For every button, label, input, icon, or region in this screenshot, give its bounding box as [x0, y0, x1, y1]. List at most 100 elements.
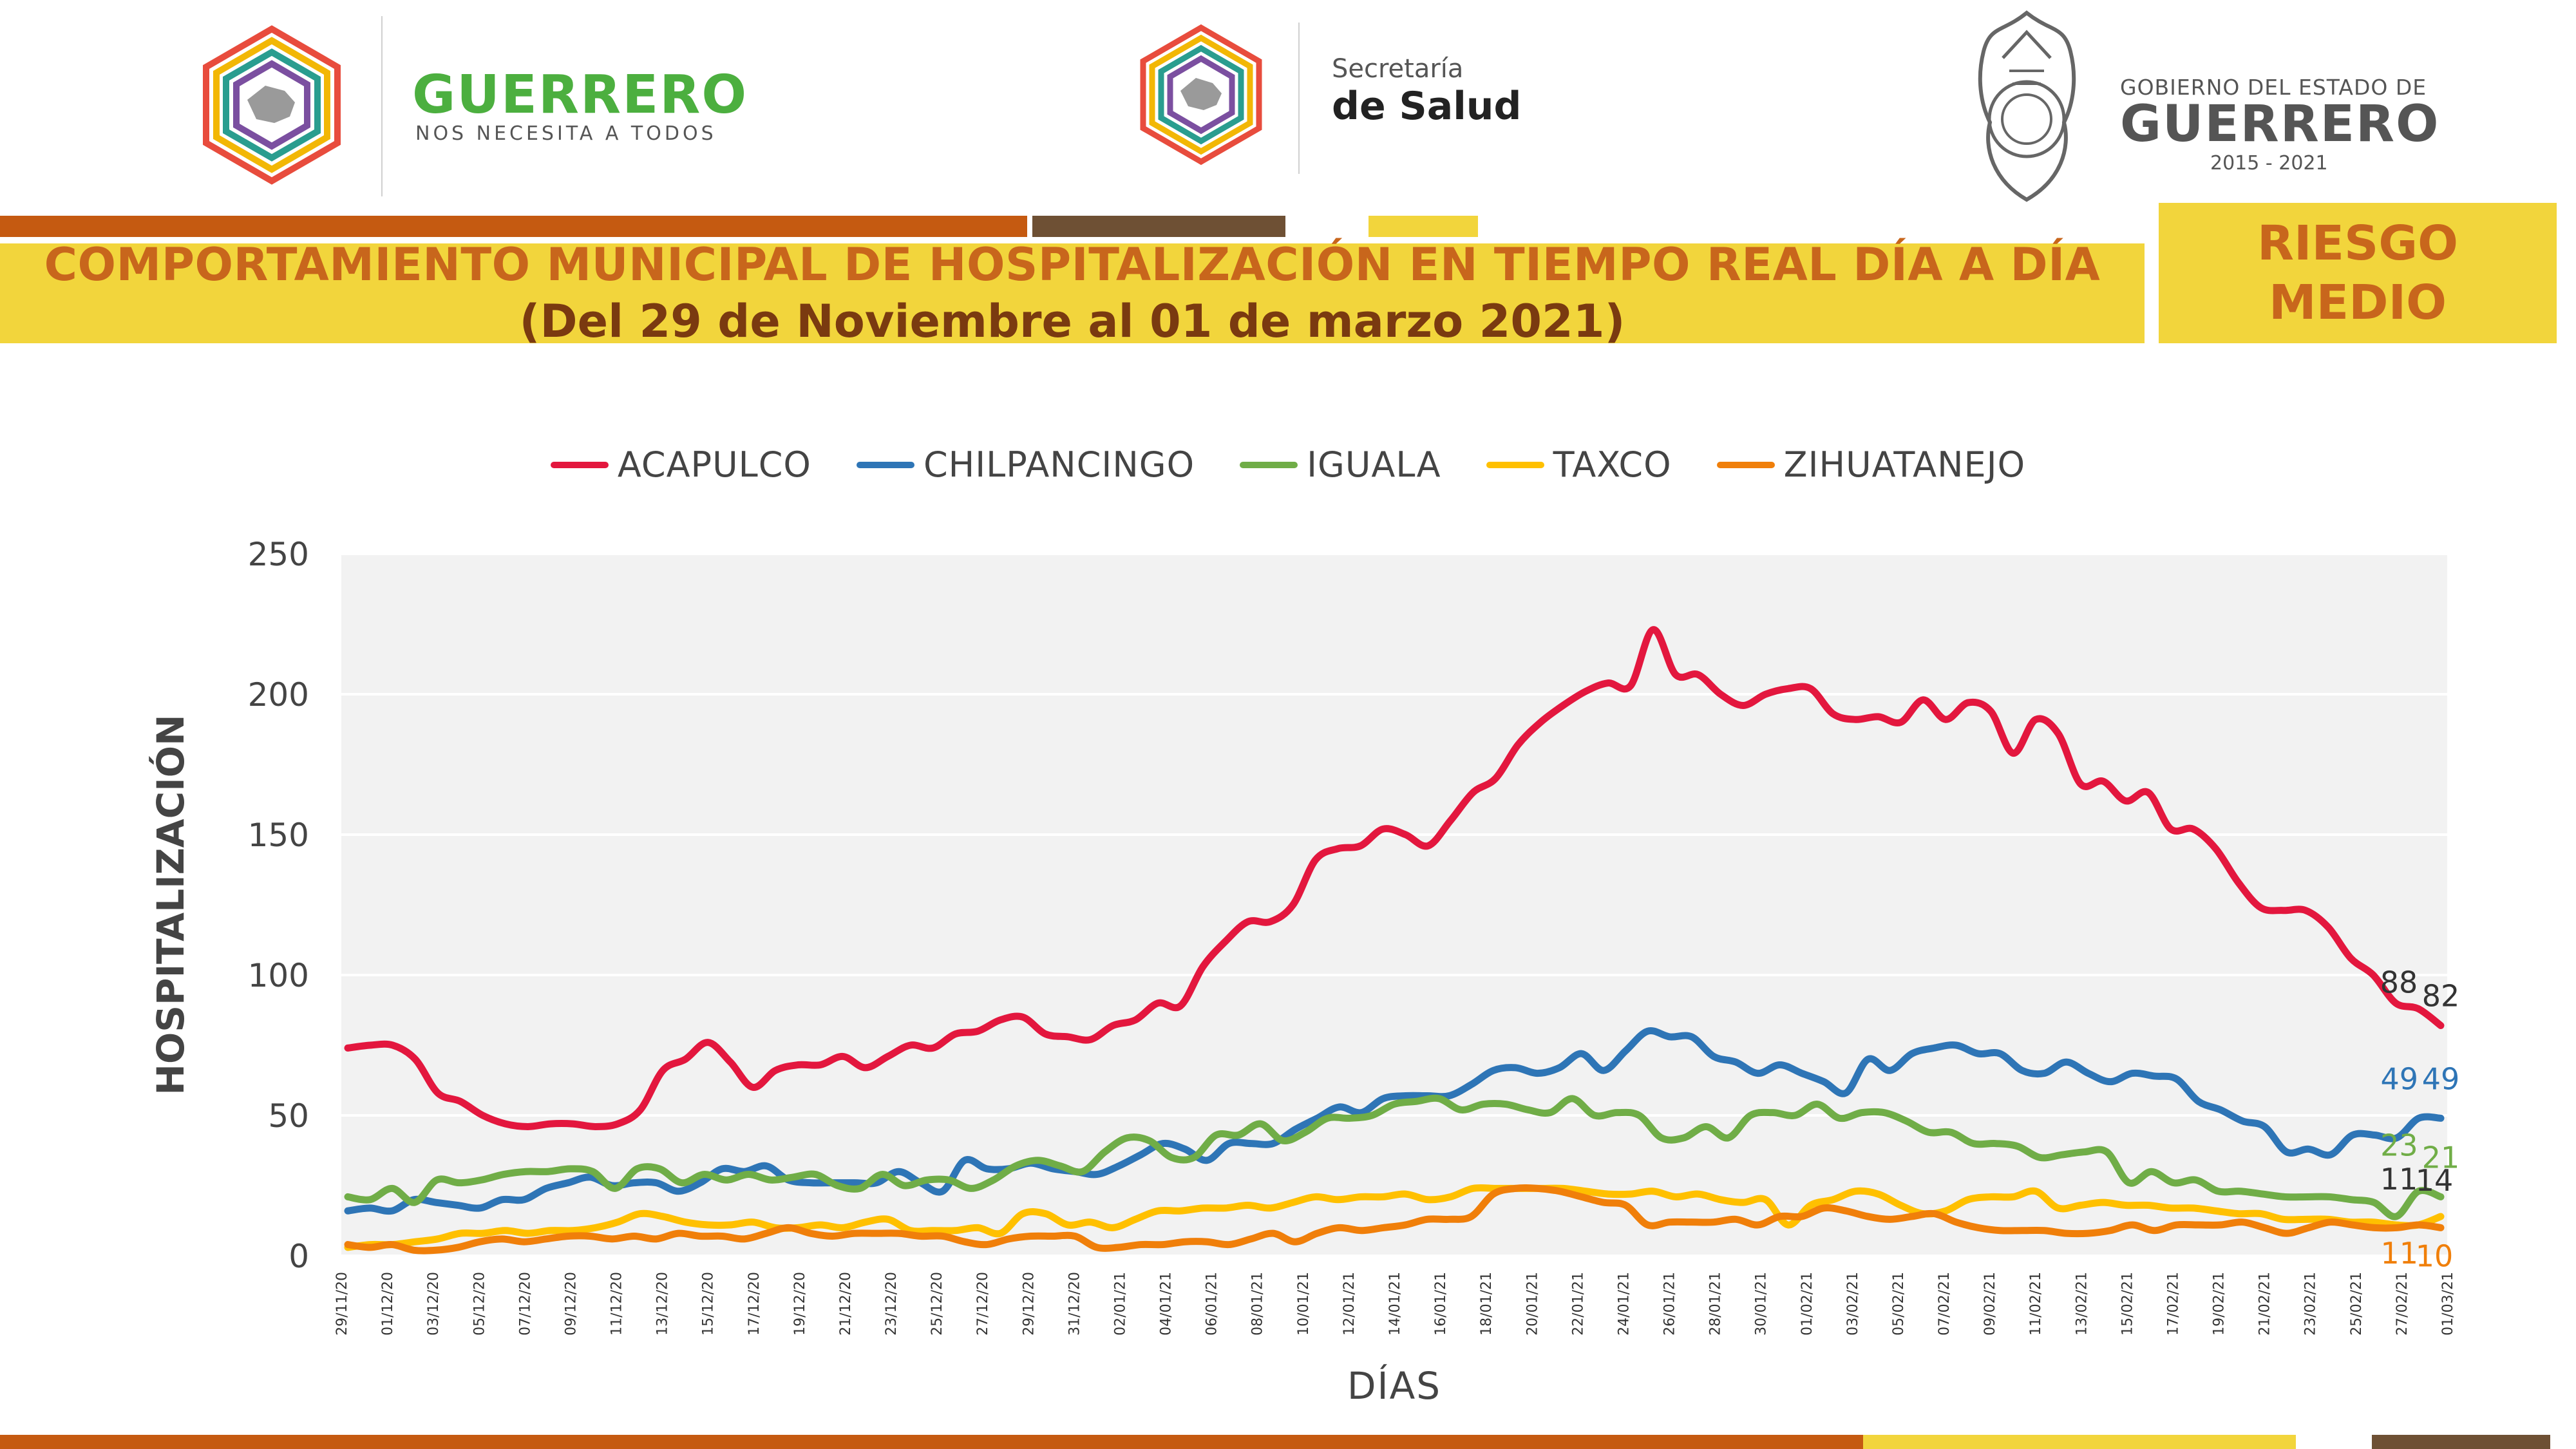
legend-swatch	[1716, 461, 1775, 468]
x-tick-label: 01/03/21	[2440, 1272, 2456, 1336]
data-label-acapulco: 88	[2380, 965, 2418, 999]
x-tick-label: 19/02/21	[2211, 1272, 2228, 1336]
x-tick-label: 13/02/21	[2074, 1272, 2090, 1336]
x-tick-label: 27/12/20	[975, 1272, 991, 1336]
x-tick-label: 24/01/21	[1616, 1272, 1632, 1336]
y-tick-label: 0	[289, 1238, 309, 1275]
legend-swatch	[1486, 461, 1544, 468]
bottom-yellow-bar	[1863, 1435, 2296, 1449]
data-label-chilpancingo: 49	[2381, 1061, 2419, 1096]
x-tick-label: 07/02/21	[1937, 1272, 1953, 1336]
y-tick-label: 50	[268, 1097, 309, 1135]
series-line-taxco	[344, 1184, 2445, 1251]
data-label-chilpancingo: 49	[2422, 1061, 2460, 1096]
top-yellow-bar	[1368, 216, 1478, 237]
x-tick-label: 18/01/21	[1479, 1272, 1495, 1336]
legend-item-chilpancingo: CHILPANCINGO	[856, 444, 1195, 485]
data-label-acapulco: 82	[2422, 978, 2460, 1013]
gobierno-line1: GOBIERNO DEL ESTADO DE	[2120, 75, 2427, 100]
legend-label: IGUALA	[1307, 444, 1441, 485]
data-label-iguala: 23	[2380, 1128, 2418, 1163]
risk-line2: MEDIO	[2268, 275, 2447, 330]
guerrero-logo	[184, 23, 361, 187]
legend-swatch	[550, 461, 609, 468]
x-tick-label: 25/12/20	[929, 1272, 945, 1336]
salud-line1: Secretaría	[1332, 54, 1464, 84]
bottom-orange-bar	[0, 1435, 1863, 1449]
guerrero-brand-subtitle: NOS NECESITA A TODOS	[415, 122, 717, 145]
x-tick-label: 04/01/21	[1159, 1272, 1175, 1336]
x-tick-label: 15/12/20	[701, 1272, 717, 1336]
x-tick-label: 22/01/21	[1570, 1272, 1586, 1336]
legend-label: ACAPULCO	[617, 444, 811, 485]
x-tick-label: 12/01/21	[1341, 1272, 1358, 1336]
x-tick-label: 23/12/20	[884, 1272, 900, 1336]
logo-divider	[381, 16, 383, 196]
page-subtitle: (Del 29 de Noviembre al 01 de marzo 2021…	[519, 295, 1625, 348]
x-tick-label: 05/12/20	[471, 1272, 488, 1336]
x-tick-label: 27/02/21	[2394, 1272, 2410, 1336]
x-tick-label: 29/11/20	[334, 1272, 350, 1336]
x-tick-label: 11/12/20	[609, 1272, 625, 1336]
x-tick-label: 03/02/21	[1845, 1272, 1861, 1336]
x-tick-label: 31/12/20	[1066, 1272, 1083, 1336]
chart-legend: ACAPULCO CHILPANCINGO IGUALA TAXCO ZIHUATANE…	[0, 444, 2576, 485]
legend-swatch	[1240, 461, 1298, 468]
x-tick-label: 02/01/21	[1112, 1272, 1128, 1336]
legend-item-iguala: IGUALA	[1240, 444, 1441, 485]
x-tick-label: 17/12/20	[746, 1272, 762, 1336]
data-label-iguala: 21	[2422, 1140, 2460, 1175]
series-line-acapulco	[344, 626, 2445, 1130]
state-seal-icon	[1964, 6, 2090, 206]
x-tick-label: 21/12/20	[838, 1272, 854, 1336]
data-label-zihuatanejo: 10	[2416, 1238, 2454, 1273]
top-orange-bar	[0, 216, 1027, 237]
x-tick-label: 09/12/20	[563, 1272, 579, 1336]
top-brown-bar	[1032, 216, 1285, 237]
x-tick-label: 01/02/21	[1799, 1272, 1815, 1336]
y-tick-label: 200	[248, 676, 309, 714]
x-tick-label: 21/02/21	[2257, 1272, 2273, 1336]
legend-label: CHILPANCINGO	[923, 444, 1195, 485]
data-label-zihuatanejo: 11	[2381, 1236, 2419, 1271]
x-tick-label: 01/12/20	[380, 1272, 396, 1336]
bottom-brown-bar	[2372, 1435, 2550, 1449]
page-title: COMPORTAMIENTO MUNICIPAL DE HOSPITALIZAC…	[44, 238, 2101, 291]
salud-logo	[1124, 23, 1278, 167]
x-tick-label: 06/01/21	[1204, 1272, 1220, 1336]
y-tick-label: 100	[248, 957, 309, 994]
x-tick-label: 14/01/21	[1387, 1272, 1403, 1336]
y-tick-label: 150	[248, 817, 309, 854]
x-tick-label: 13/12/20	[655, 1272, 671, 1336]
legend-label: TAXCO	[1553, 444, 1672, 485]
x-tick-label: 05/02/21	[1891, 1272, 1907, 1336]
x-tick-label: 17/02/21	[2165, 1272, 2181, 1336]
data-label-taxco: 14	[2416, 1163, 2454, 1198]
risk-line1: RIESGO	[2257, 216, 2458, 271]
legend-label: ZIHUATANEJO	[1783, 444, 2026, 485]
x-tick-label: 03/12/20	[426, 1272, 442, 1336]
guerrero-brand-title: GUERRERO	[412, 64, 748, 126]
series-line-chilpancingo	[344, 1027, 2445, 1215]
plot-area	[341, 554, 2447, 1256]
series-line-iguala	[344, 1094, 2445, 1220]
legend-item-zihuatanejo: ZIHUATANEJO	[1716, 444, 2026, 485]
x-tick-label: 28/01/21	[1708, 1272, 1724, 1336]
x-tick-label: 09/02/21	[1982, 1272, 1998, 1336]
legend-item-acapulco: ACAPULCO	[550, 444, 811, 485]
x-tick-label: 19/12/20	[792, 1272, 808, 1336]
x-tick-label: 08/01/21	[1250, 1272, 1266, 1336]
x-tick-label: 07/12/20	[517, 1272, 533, 1336]
x-axis-title: DÍAS	[1347, 1363, 1441, 1408]
x-tick-label: 30/01/21	[1754, 1272, 1770, 1336]
gobierno-line2: GUERRERO	[2120, 95, 2440, 153]
risk-badge: RIESGO MEDIO	[2159, 203, 2557, 343]
salud-divider	[1298, 23, 1300, 174]
legend-item-taxco: TAXCO	[1486, 444, 1672, 485]
x-tick-label: 16/01/21	[1433, 1272, 1449, 1336]
y-tick-label: 250	[248, 536, 309, 573]
title-band	[0, 243, 2145, 343]
y-axis-title: HOSPITALIZACIÓN	[148, 714, 193, 1095]
salud-line2: de Salud	[1332, 84, 1522, 129]
